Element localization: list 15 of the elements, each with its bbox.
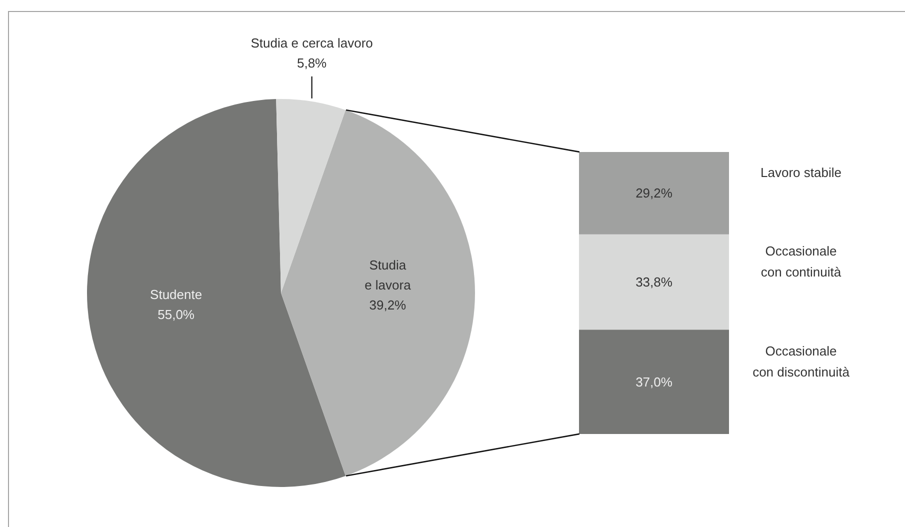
pie-slice: [87, 99, 346, 487]
slice-label: Studia e cerca lavoro: [250, 35, 373, 50]
data-label: 55,0%: [158, 306, 195, 322]
data-label: 33,8%: [636, 274, 673, 290]
data-label: 5,8%: [296, 55, 328, 70]
pie-slice: [281, 110, 475, 476]
data-label: 37,0%: [636, 374, 673, 390]
data-label: 39,2%: [369, 298, 407, 312]
pie-slice: [276, 99, 346, 293]
text: Lavoro stabile: [760, 165, 842, 180]
slice-label: Studia e lavora: [364, 258, 412, 292]
text: Occasionale con continuità: [760, 244, 842, 280]
data-label: 29,2%: [636, 186, 673, 201]
series-label: Occasionale con discontinuità: [752, 343, 850, 380]
slice-label: Studente: [150, 286, 202, 302]
